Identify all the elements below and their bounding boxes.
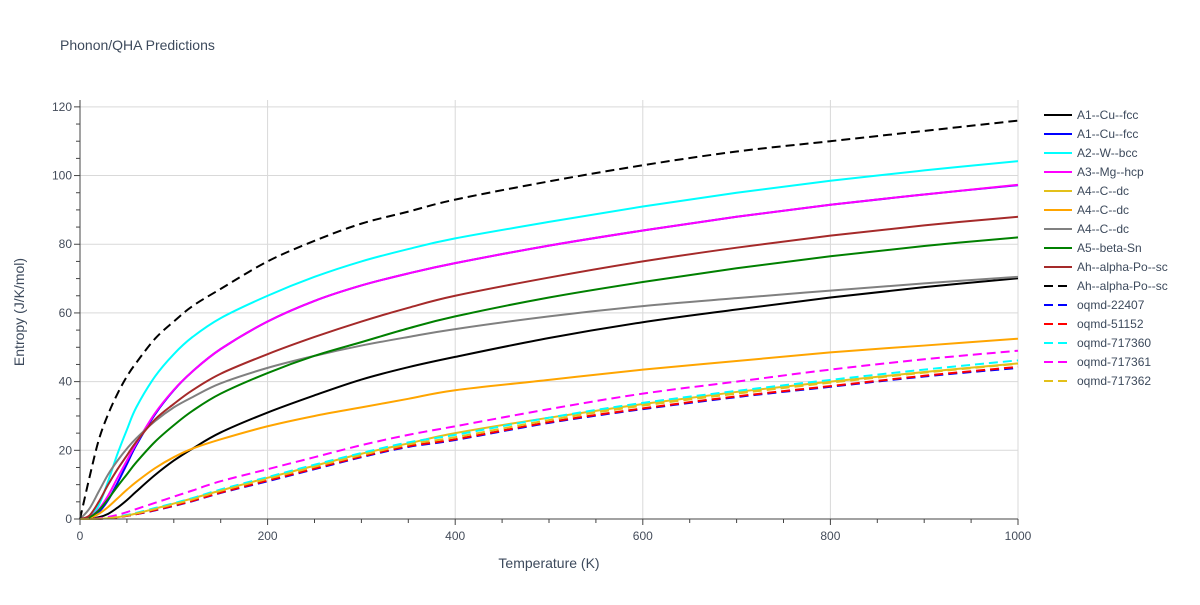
y-tick-label: 100 xyxy=(52,169,72,183)
x-tick-label: 400 xyxy=(445,529,465,543)
legend-item[interactable]: oqmd-22407 xyxy=(1044,298,1145,312)
legend-item[interactable]: A2--W--bcc xyxy=(1044,146,1137,160)
series-line-13[interactable] xyxy=(79,349,1019,520)
series-line-14[interactable] xyxy=(79,362,1019,521)
legend-item[interactable]: oqmd-717361 xyxy=(1044,355,1151,369)
legend[interactable]: A1--Cu--fcc A1--Cu--fcc A2--W--bcc A3--Mg--… xyxy=(1044,108,1168,388)
x-tick-label: 200 xyxy=(258,529,278,543)
tick-labels: 0 200 400 600 800 1000 0 20 40 60 80 100 120 xyxy=(52,100,1032,543)
y-tick-label: 40 xyxy=(59,375,73,389)
legend-label: oqmd-22407 xyxy=(1077,298,1145,312)
series-line-0[interactable] xyxy=(79,277,1019,520)
axis-layer xyxy=(74,100,1019,525)
legend-label: A4--C--dc xyxy=(1077,203,1129,217)
x-tick-label: 0 xyxy=(77,529,84,543)
series-line-6[interactable] xyxy=(79,275,1019,520)
chart-title: Phonon/QHA Predictions xyxy=(60,37,215,53)
legend-label: oqmd-717362 xyxy=(1077,374,1151,388)
y-tick-label: 60 xyxy=(59,306,73,320)
y-tick-label: 20 xyxy=(59,443,73,457)
legend-label: Ah--alpha-Po--sc xyxy=(1077,279,1168,293)
legend-label: A1--Cu--fcc xyxy=(1077,108,1138,122)
y-tick-label: 120 xyxy=(52,100,72,114)
legend-item[interactable]: oqmd-717360 xyxy=(1044,336,1151,350)
legend-item[interactable]: Ah--alpha-Po--sc xyxy=(1044,279,1168,293)
series-layer xyxy=(79,119,1019,521)
x-tick-label: 600 xyxy=(633,529,653,543)
series-line-3[interactable] xyxy=(79,183,1019,520)
series-line-4[interactable] xyxy=(79,362,1019,521)
y-tick-label: 0 xyxy=(65,512,72,526)
x-axis-title: Temperature (K) xyxy=(498,555,599,571)
legend-item[interactable]: Ah--alpha-Po--sc xyxy=(1044,260,1168,274)
series-line-10[interactable] xyxy=(79,366,1019,521)
legend-item[interactable]: A3--Mg--hcp xyxy=(1044,165,1144,179)
legend-label: A4--C--dc xyxy=(1077,184,1129,198)
legend-label: oqmd-717361 xyxy=(1077,355,1151,369)
legend-item[interactable]: oqmd-717362 xyxy=(1044,374,1151,388)
legend-item[interactable]: A4--C--dc xyxy=(1044,184,1129,198)
series-line-1[interactable] xyxy=(79,184,1019,520)
series-line-2[interactable] xyxy=(79,160,1019,520)
y-tick-label: 80 xyxy=(59,237,73,251)
legend-label: A2--W--bcc xyxy=(1077,146,1137,160)
grid-layer xyxy=(80,100,1019,519)
legend-label: A1--Cu--fcc xyxy=(1077,127,1138,141)
series-line-11[interactable] xyxy=(79,365,1019,521)
legend-item[interactable]: A4--C--dc xyxy=(1044,203,1129,217)
series-line-5[interactable] xyxy=(79,337,1019,520)
series-line-7[interactable] xyxy=(79,236,1019,520)
y-axis-title: Entropy (J/K/mol) xyxy=(11,258,27,366)
series-line-9[interactable] xyxy=(79,119,1019,520)
legend-label: oqmd-51152 xyxy=(1077,317,1144,331)
x-tick-label: 1000 xyxy=(1005,529,1032,543)
series-line-8[interactable] xyxy=(79,215,1019,520)
legend-label: Ah--alpha-Po--sc xyxy=(1077,260,1168,274)
legend-label: A5--beta-Sn xyxy=(1077,241,1142,255)
legend-item[interactable]: A5--beta-Sn xyxy=(1044,241,1142,255)
x-tick-label: 800 xyxy=(820,529,840,543)
legend-item[interactable]: A1--Cu--fcc xyxy=(1044,127,1138,141)
legend-label: A3--Mg--hcp xyxy=(1077,165,1144,179)
legend-item[interactable]: A1--Cu--fcc xyxy=(1044,108,1138,122)
legend-item[interactable]: A4--C--dc xyxy=(1044,222,1129,236)
legend-label: oqmd-717360 xyxy=(1077,336,1151,350)
legend-item[interactable]: oqmd-51152 xyxy=(1044,317,1144,331)
legend-label: A4--C--dc xyxy=(1077,222,1129,236)
